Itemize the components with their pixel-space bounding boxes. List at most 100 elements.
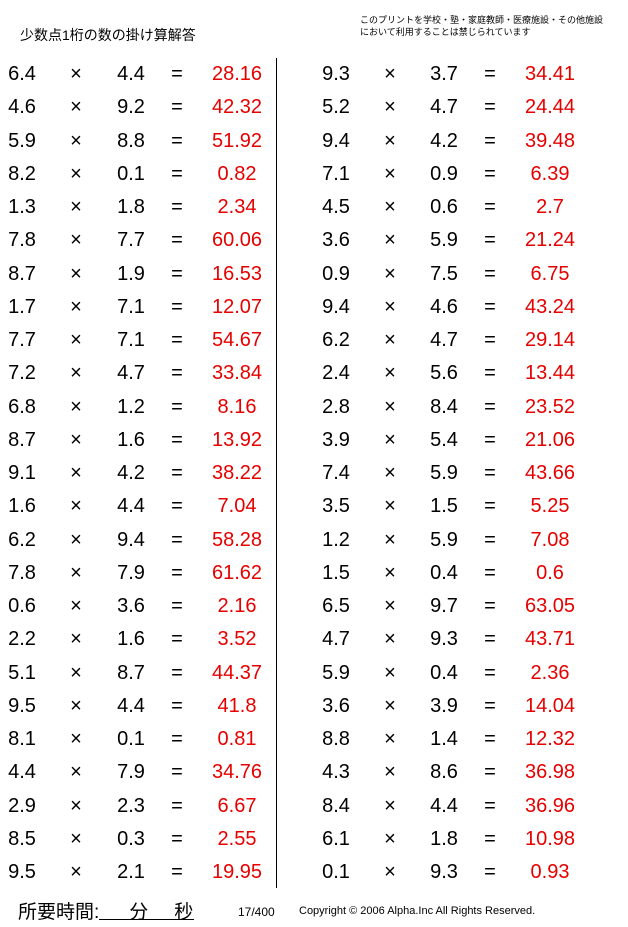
answer: 2.16 bbox=[217, 595, 257, 617]
answer: 0.81 bbox=[217, 728, 257, 750]
multiplier: 1.5 bbox=[430, 495, 458, 518]
multiplicand: 6.8 bbox=[8, 395, 36, 418]
equals-sign: = bbox=[484, 129, 496, 152]
answer: 36.98 bbox=[524, 761, 576, 784]
multiplicand: 8.1 bbox=[8, 728, 36, 750]
multiplicand: 8.8 bbox=[322, 728, 350, 750]
multiplier: 1.8 bbox=[117, 196, 145, 218]
multiplier: 3.6 bbox=[117, 595, 145, 617]
problem-row: 9.5 × 2.1 = 19.95 bbox=[0, 857, 628, 887]
problem-row: 0.1 × 9.3 = 0.93 bbox=[0, 857, 628, 887]
multiplicand: 9.1 bbox=[8, 462, 36, 484]
problem-row: 6.4 × 4.4 = 28.16 bbox=[0, 59, 628, 89]
equals-sign: = bbox=[171, 229, 183, 252]
answer: 8.16 bbox=[217, 395, 257, 418]
times-sign: × bbox=[384, 495, 396, 518]
equals-sign: = bbox=[171, 262, 183, 285]
times-sign: × bbox=[70, 395, 82, 418]
problem-row: 7.8 × 7.9 = 61.62 bbox=[0, 558, 628, 588]
multiplicand: 4.6 bbox=[8, 96, 36, 119]
times-sign: × bbox=[70, 129, 82, 152]
multiplier: 8.7 bbox=[117, 661, 145, 684]
multiplicand: 6.2 bbox=[322, 329, 350, 351]
multiplier: 4.4 bbox=[117, 694, 145, 717]
multiplicand: 8.7 bbox=[8, 262, 36, 285]
answer: 7.04 bbox=[217, 495, 257, 518]
times-sign: × bbox=[70, 595, 82, 617]
problem-row: 6.2 × 4.7 = 29.14 bbox=[0, 325, 628, 355]
answer: 29.14 bbox=[524, 329, 576, 351]
times-sign: × bbox=[384, 129, 396, 152]
multiplier: 4.2 bbox=[430, 129, 458, 152]
answer: 38.22 bbox=[211, 462, 263, 484]
multiplier: 8.4 bbox=[430, 395, 458, 418]
multiplier: 7.5 bbox=[430, 262, 458, 285]
answer: 2.36 bbox=[530, 661, 570, 684]
answer: 19.95 bbox=[211, 861, 263, 883]
problem-row: 3.9 × 5.4 = 21.06 bbox=[0, 425, 628, 455]
multiplier: 9.7 bbox=[430, 595, 458, 617]
answer: 2.34 bbox=[217, 196, 257, 218]
problem-row: 7.1 × 0.9 = 6.39 bbox=[0, 159, 628, 189]
equals-sign: = bbox=[484, 728, 496, 750]
times-sign: × bbox=[384, 329, 396, 351]
times-sign: × bbox=[70, 196, 82, 218]
answer: 44.37 bbox=[211, 661, 263, 684]
equals-sign: = bbox=[171, 462, 183, 484]
multiplicand: 8.7 bbox=[8, 428, 36, 451]
equals-sign: = bbox=[484, 63, 496, 85]
equals-sign: = bbox=[484, 861, 496, 883]
multiplicand: 8.4 bbox=[322, 794, 350, 817]
multiplier: 0.6 bbox=[430, 196, 458, 218]
answer: 0.82 bbox=[217, 162, 257, 185]
equals-sign: = bbox=[484, 395, 496, 418]
times-sign: × bbox=[70, 694, 82, 717]
equals-sign: = bbox=[484, 262, 496, 285]
equals-sign: = bbox=[171, 761, 183, 784]
multiplicand: 9.4 bbox=[322, 129, 350, 152]
problem-row: 9.1 × 4.2 = 38.22 bbox=[0, 458, 628, 488]
times-sign: × bbox=[70, 661, 82, 684]
answer: 13.92 bbox=[211, 428, 263, 451]
problem-row: 8.7 × 1.9 = 16.53 bbox=[0, 259, 628, 289]
problem-row: 0.9 × 7.5 = 6.75 bbox=[0, 259, 628, 289]
multiplicand: 9.3 bbox=[322, 63, 350, 85]
equals-sign: = bbox=[171, 96, 183, 119]
answer: 12.32 bbox=[524, 728, 576, 750]
time-label: 所要時間: bbox=[18, 902, 100, 923]
times-sign: × bbox=[384, 196, 396, 218]
problem-row: 8.1 × 0.1 = 0.81 bbox=[0, 724, 628, 754]
times-sign: × bbox=[384, 462, 396, 484]
multiplicand: 6.4 bbox=[8, 63, 36, 85]
problem-row: 3.6 × 3.9 = 14.04 bbox=[0, 691, 628, 721]
multiplier: 3.9 bbox=[430, 694, 458, 717]
answer: 60.06 bbox=[211, 229, 263, 252]
answer: 0.6 bbox=[536, 561, 564, 584]
equals-sign: = bbox=[484, 196, 496, 218]
problem-row: 5.1 × 8.7 = 44.37 bbox=[0, 658, 628, 688]
multiplier: 5.9 bbox=[430, 528, 458, 551]
answer: 61.62 bbox=[211, 561, 263, 584]
multiplicand: 1.3 bbox=[8, 196, 36, 218]
times-sign: × bbox=[384, 295, 396, 318]
equals-sign: = bbox=[484, 661, 496, 684]
multiplicand: 5.1 bbox=[8, 661, 36, 684]
equals-sign: = bbox=[171, 528, 183, 551]
multiplicand: 0.1 bbox=[322, 861, 350, 883]
multiplicand: 4.5 bbox=[322, 196, 350, 218]
times-sign: × bbox=[384, 794, 396, 817]
problem-row: 4.5 × 0.6 = 2.7 bbox=[0, 192, 628, 222]
times-sign: × bbox=[70, 628, 82, 651]
multiplicand: 3.6 bbox=[322, 694, 350, 717]
equals-sign: = bbox=[171, 129, 183, 152]
times-sign: × bbox=[70, 728, 82, 750]
times-sign: × bbox=[384, 595, 396, 617]
equals-sign: = bbox=[484, 761, 496, 784]
times-sign: × bbox=[384, 528, 396, 551]
problem-row: 4.7 × 9.3 = 43.71 bbox=[0, 624, 628, 654]
equals-sign: = bbox=[171, 395, 183, 418]
multiplier: 3.7 bbox=[430, 63, 458, 85]
multiplier: 4.4 bbox=[430, 794, 458, 817]
problem-row: 5.9 × 8.8 = 51.92 bbox=[0, 126, 628, 156]
multiplier: 1.8 bbox=[430, 827, 458, 850]
